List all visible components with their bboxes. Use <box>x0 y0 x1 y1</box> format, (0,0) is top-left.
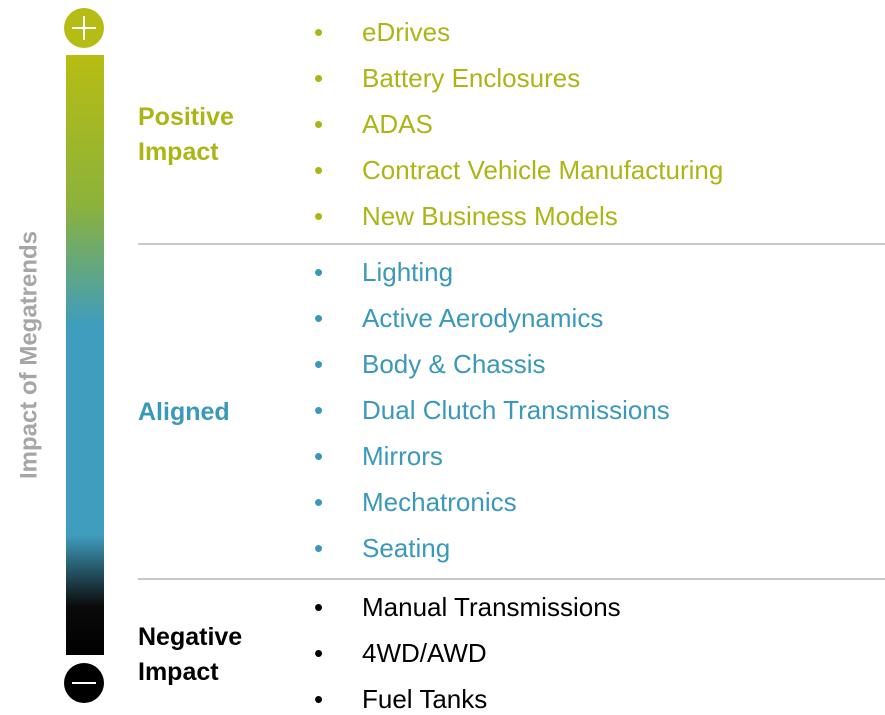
item-text: Lighting <box>362 257 454 287</box>
item-text: Dual Clutch Transmissions <box>362 395 670 425</box>
bullet: • <box>314 638 324 668</box>
item-text: eDrives <box>362 17 451 47</box>
divider <box>138 578 885 580</box>
item-text: Mirrors <box>362 441 443 471</box>
item-text: ADAS <box>362 109 433 139</box>
item-text: Contract Vehicle Manufacturing <box>362 155 724 185</box>
axis-label: Impact of Megatrends <box>15 231 42 479</box>
divider <box>138 243 885 245</box>
bullet: • <box>314 109 324 139</box>
item-text: Fuel Tanks <box>362 684 488 714</box>
bullet: • <box>314 487 324 517</box>
bullet: • <box>314 201 324 231</box>
item-text: Battery Enclosures <box>362 63 581 93</box>
gradient-bar <box>66 55 104 655</box>
bullet: • <box>314 395 324 425</box>
bullet: • <box>314 17 324 47</box>
item-text: Seating <box>362 533 451 563</box>
item-text: Body & Chassis <box>362 349 546 379</box>
bullet: • <box>314 63 324 93</box>
group-label: Negative Impact <box>138 623 243 686</box>
item-text: Mechatronics <box>362 487 517 517</box>
impact-scale: Impact of Megatrends <box>15 8 104 703</box>
group-label: Aligned <box>138 398 230 426</box>
bullet: • <box>314 257 324 287</box>
bullet: • <box>314 441 324 471</box>
bullet: • <box>314 303 324 333</box>
bullet: • <box>314 533 324 563</box>
item-text: Manual Transmissions <box>362 592 621 622</box>
bullet: • <box>314 349 324 379</box>
item-text: New Business Models <box>362 201 618 231</box>
bullet: • <box>314 684 324 714</box>
bullet: • <box>314 155 324 185</box>
group-label: Positive Impact <box>138 103 234 166</box>
bullet: • <box>314 592 324 622</box>
item-text: 4WD/AWD <box>362 638 487 668</box>
item-text: Active Aerodynamics <box>362 303 604 333</box>
